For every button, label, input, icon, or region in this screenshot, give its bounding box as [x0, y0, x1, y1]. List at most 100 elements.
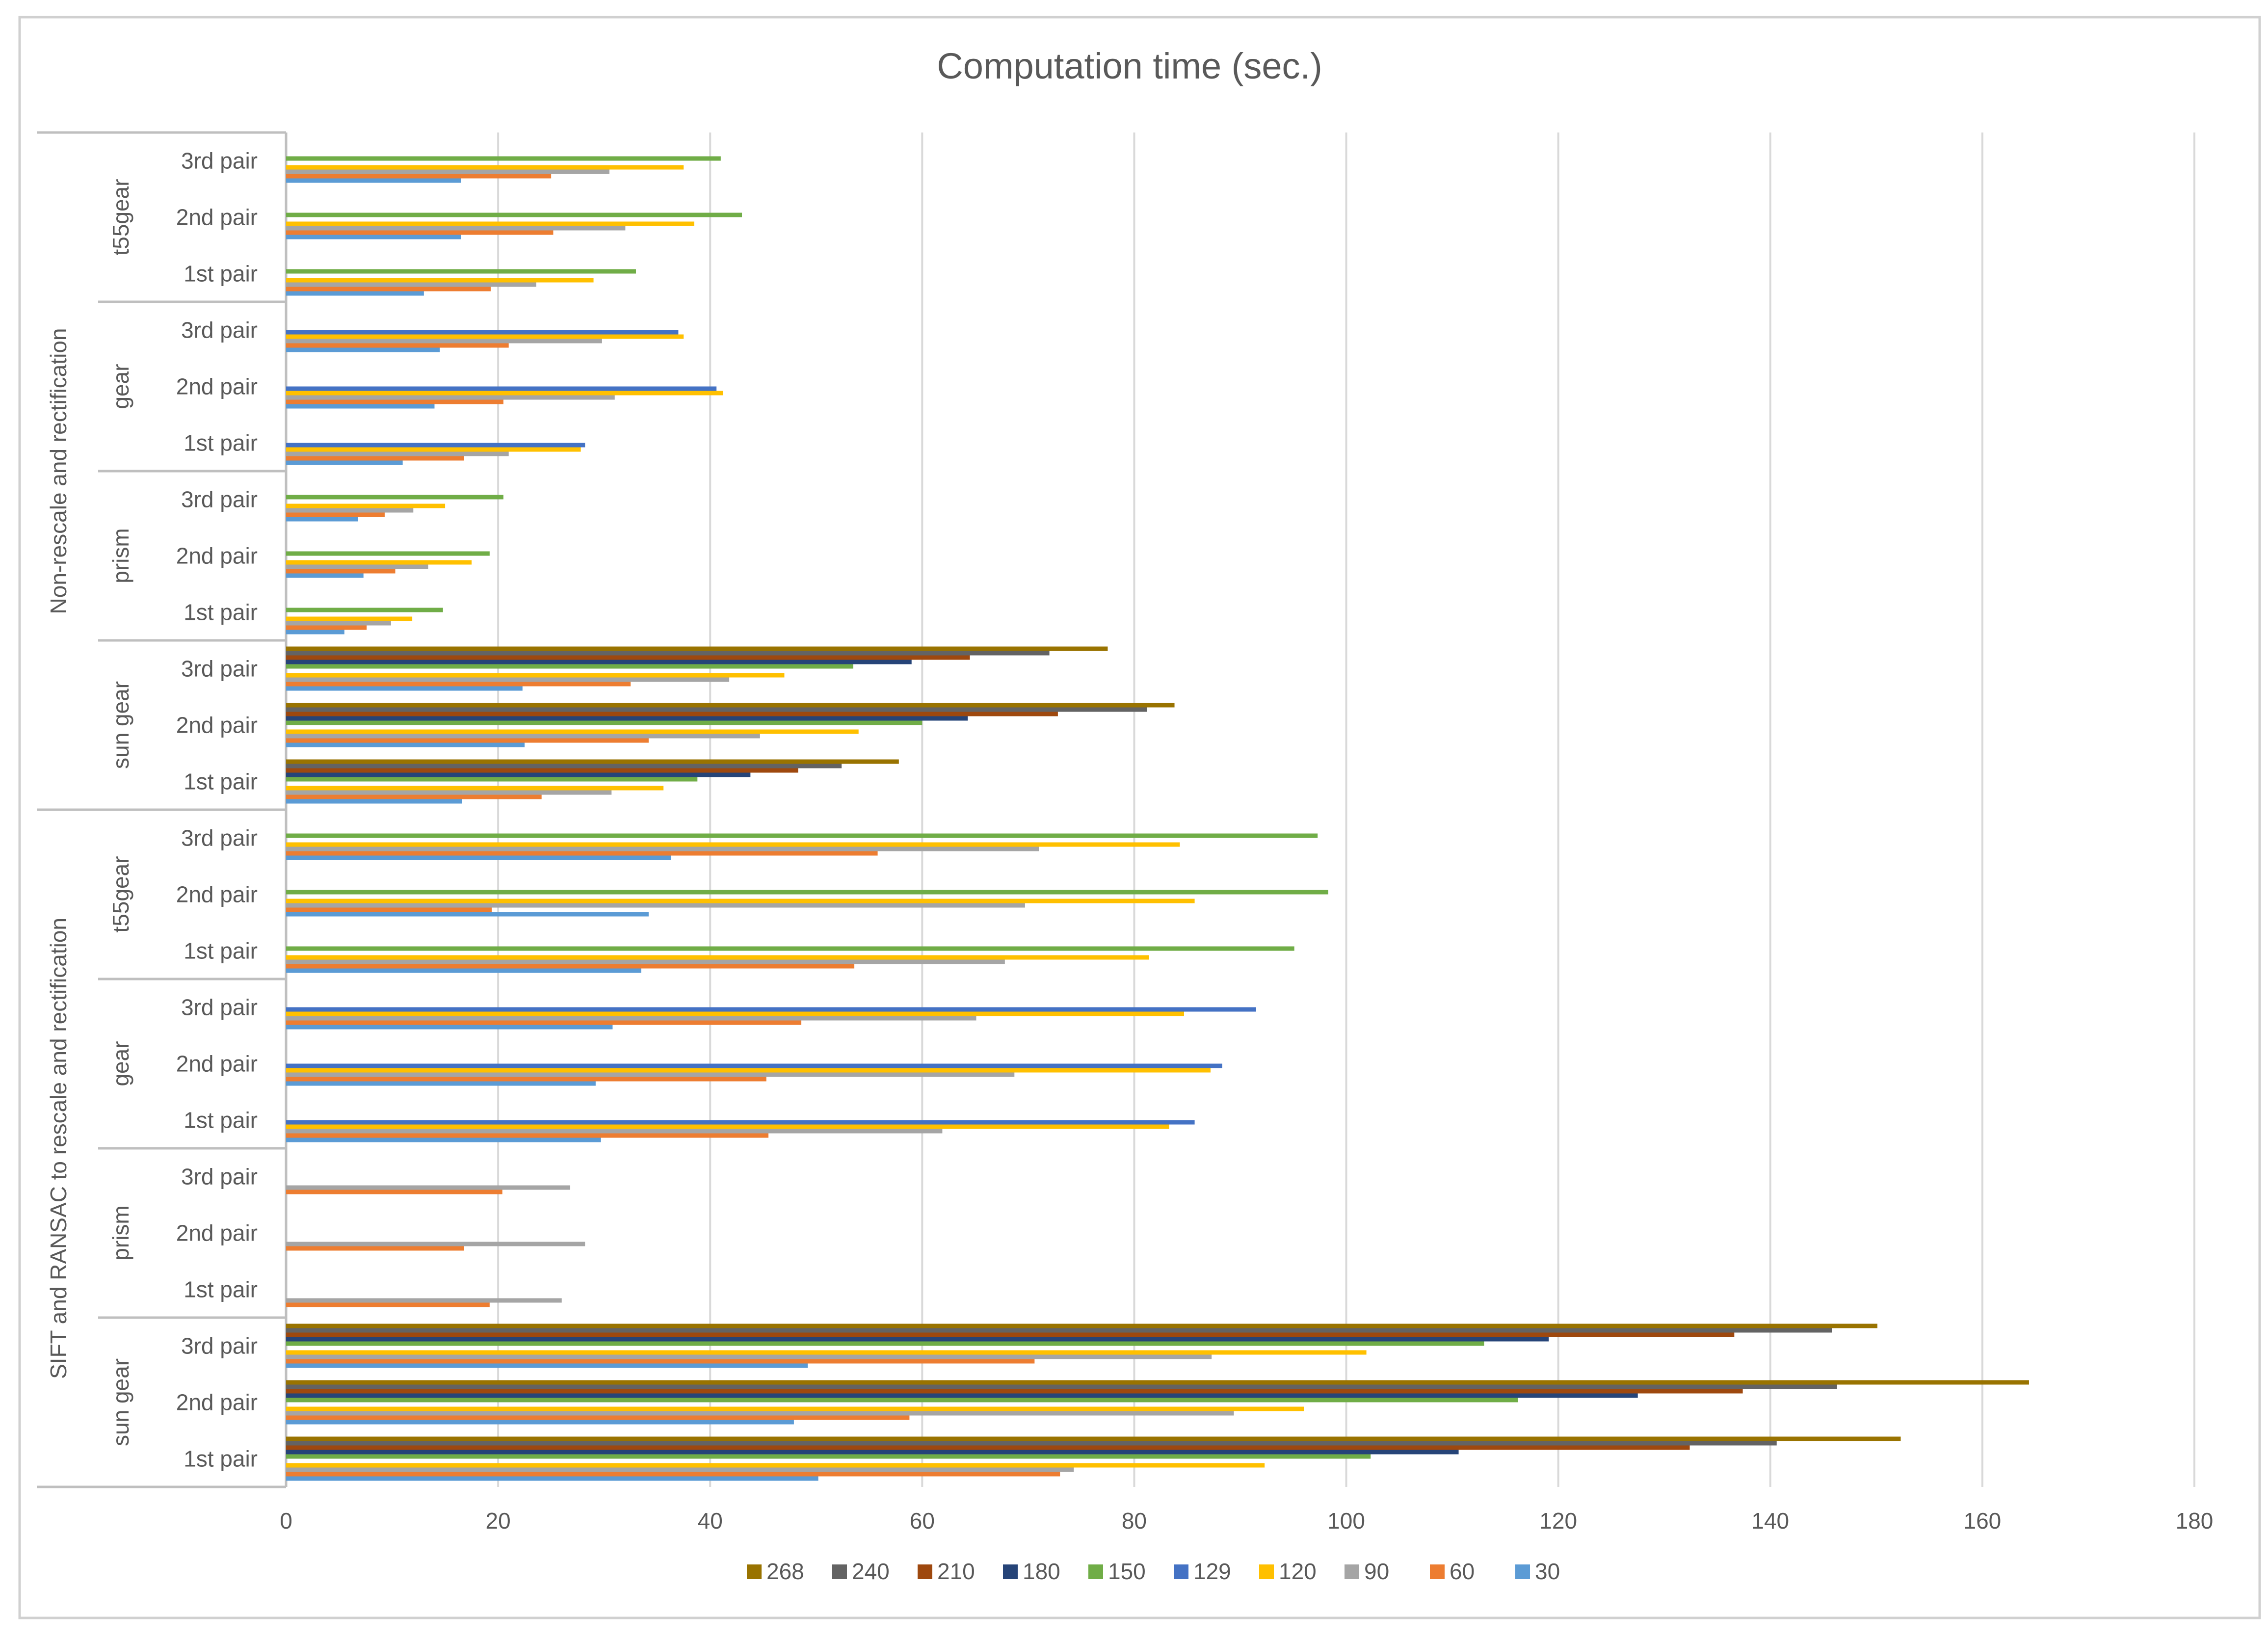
bar-g0-sun-gear-3rd-pair-s240	[286, 651, 1050, 656]
bar-g0-gear-1st-pair-s60	[286, 456, 464, 461]
bar-g0-sun-gear-1st-pair-s210	[286, 768, 798, 773]
bar-g1-sun-gear-2nd-pair-s60	[286, 1415, 910, 1420]
bar-g0-gear-2nd-pair-s60	[286, 399, 503, 404]
x-tick-label-100: 100	[1327, 1508, 1365, 1534]
bar-g0-prism-2nd-pair-s150	[286, 551, 490, 556]
bar-g1-gear-1st-pair-s129	[286, 1120, 1195, 1125]
bar-g0-sun-gear-2nd-pair-s150	[286, 720, 923, 725]
pair-label-sift-and-ran-sun-gear-2nd-pair: 2nd pair	[176, 1390, 258, 1415]
bar-g1-t55gear-1st-pair-s120	[286, 955, 1149, 960]
legend-swatch-268	[747, 1564, 762, 1579]
pair-label-non-rescale--t55gear-1st-pair: 1st pair	[184, 261, 258, 287]
pair-label-non-rescale--sun-gear-3rd-pair: 3rd pair	[181, 656, 258, 682]
object-label-t55gear: t55gear	[108, 856, 133, 932]
pair-label-sift-and-ran-gear-1st-pair: 1st pair	[184, 1108, 258, 1133]
x-tick-label-40: 40	[698, 1508, 723, 1534]
bar-g0-prism-3rd-pair-s150	[286, 495, 503, 500]
pair-label-sift-and-ran-prism-2nd-pair: 2nd pair	[176, 1220, 258, 1246]
bar-g1-gear-1st-pair-s120	[286, 1124, 1169, 1129]
legend-label-268: 268	[766, 1559, 804, 1584]
bar-g1-t55gear-2nd-pair-s150	[286, 890, 1328, 895]
bar-g0-gear-3rd-pair-s60	[286, 343, 509, 348]
bar-g0-gear-1st-pair-s120	[286, 447, 581, 452]
bar-g0-prism-1st-pair-s150	[286, 608, 443, 612]
bar-g0-gear-3rd-pair-s90	[286, 339, 602, 344]
group-label-0: Non-rescale and rectification	[46, 328, 71, 614]
bar-g0-sun-gear-2nd-pair-s180	[286, 716, 968, 721]
bar-g0-prism-3rd-pair-s30	[286, 517, 358, 522]
bar-g1-t55gear-1st-pair-s150	[286, 946, 1294, 951]
bar-g0-prism-3rd-pair-s90	[286, 508, 414, 513]
bar-g1-gear-1st-pair-s30	[286, 1138, 601, 1142]
bar-g0-t55gear-2nd-pair-s150	[286, 212, 742, 217]
bar-g1-sun-gear-1st-pair-s60	[286, 1472, 1060, 1477]
bar-g0-gear-1st-pair-s90	[286, 451, 509, 456]
legend-label-90: 90	[1364, 1559, 1389, 1584]
bar-g0-t55gear-2nd-pair-s90	[286, 226, 626, 231]
bar-g1-t55gear-3rd-pair-s120	[286, 842, 1180, 847]
pair-label-non-rescale--gear-3rd-pair: 3rd pair	[181, 318, 258, 343]
bar-g0-gear-2nd-pair-s120	[286, 391, 723, 396]
legend-swatch-120	[1259, 1564, 1274, 1579]
bar-g1-gear-2nd-pair-s120	[286, 1068, 1211, 1073]
bar-g1-gear-1st-pair-s60	[286, 1133, 769, 1138]
bar-g1-t55gear-2nd-pair-s30	[286, 912, 649, 917]
bar-g0-t55gear-2nd-pair-s30	[286, 235, 461, 239]
bar-g0-sun-gear-1st-pair-s90	[286, 790, 612, 795]
bar-g0-t55gear-3rd-pair-s150	[286, 156, 721, 161]
bar-g0-gear-2nd-pair-s129	[286, 386, 717, 391]
bar-g1-t55gear-3rd-pair-s90	[286, 847, 1039, 851]
bar-g0-prism-2nd-pair-s60	[286, 569, 396, 574]
bar-g0-t55gear-1st-pair-s90	[286, 282, 536, 287]
pair-label-sift-and-ran-t55gear-1st-pair: 1st pair	[184, 938, 258, 964]
bar-g0-sun-gear-3rd-pair-s120	[286, 673, 785, 678]
pair-label-sift-and-ran-gear-2nd-pair: 2nd pair	[176, 1051, 258, 1077]
pair-label-sift-and-ran-t55gear-2nd-pair: 2nd pair	[176, 882, 258, 907]
bar-g0-sun-gear-1st-pair-s120	[286, 786, 664, 791]
object-label-sun-gear: sun gear	[108, 681, 133, 769]
bar-g0-t55gear-3rd-pair-s90	[286, 169, 609, 174]
legend-label-60: 60	[1450, 1559, 1475, 1584]
legend-swatch-90	[1345, 1564, 1359, 1579]
bar-g1-gear-2nd-pair-s90	[286, 1072, 1015, 1077]
bar-g0-t55gear-1st-pair-s120	[286, 278, 594, 283]
bar-g1-t55gear-2nd-pair-s60	[286, 907, 492, 912]
pair-label-sift-and-ran-sun-gear-1st-pair: 1st pair	[184, 1446, 258, 1472]
bar-g1-sun-gear-2nd-pair-s268	[286, 1380, 2029, 1385]
gridlines	[497, 132, 2195, 1487]
bar-g0-prism-1st-pair-s90	[286, 621, 391, 626]
bar-g0-sun-gear-2nd-pair-s30	[286, 742, 525, 747]
bar-g1-t55gear-3rd-pair-s30	[286, 855, 671, 860]
bar-g1-t55gear-3rd-pair-s150	[286, 833, 1318, 838]
bar-g1-prism-2nd-pair-s60	[286, 1246, 464, 1251]
bar-g0-sun-gear-1st-pair-s180	[286, 772, 751, 777]
bar-g1-sun-gear-1st-pair-s180	[286, 1450, 1459, 1455]
bar-g0-t55gear-1st-pair-s60	[286, 287, 491, 291]
bar-g0-prism-3rd-pair-s120	[286, 503, 446, 508]
bar-g1-sun-gear-1st-pair-s120	[286, 1463, 1265, 1468]
bar-g1-sun-gear-3rd-pair-s60	[286, 1359, 1035, 1364]
bar-g1-t55gear-3rd-pair-s60	[286, 851, 878, 856]
group-label-1: SIFT and RANSAC to rescale and rectifica…	[46, 918, 71, 1379]
pair-label-sift-and-ran-sun-gear-3rd-pair: 3rd pair	[181, 1333, 258, 1359]
bar-g1-prism-1st-pair-s60	[286, 1302, 490, 1307]
bar-g0-sun-gear-2nd-pair-s240	[286, 707, 1147, 712]
category-labels: 3rd pair 2nd pair 1st pair t55gear 3rd pair 2…	[46, 148, 258, 1472]
object-label-prism: prism	[108, 528, 133, 583]
bar-g1-sun-gear-3rd-pair-s240	[286, 1328, 1832, 1333]
bar-g0-t55gear-1st-pair-s150	[286, 269, 636, 274]
bar-g0-gear-1st-pair-s129	[286, 443, 585, 448]
bar-g0-sun-gear-2nd-pair-s210	[286, 712, 1058, 716]
pair-label-non-rescale--t55gear-2nd-pair: 2nd pair	[176, 205, 258, 230]
bar-g1-t55gear-1st-pair-s30	[286, 968, 641, 973]
bar-g1-sun-gear-3rd-pair-s120	[286, 1350, 1367, 1355]
bar-g0-t55gear-3rd-pair-s30	[286, 178, 461, 183]
legend-swatch-150	[1088, 1564, 1103, 1579]
bar-g0-sun-gear-1st-pair-s60	[286, 794, 542, 799]
bar-g1-sun-gear-1st-pair-s30	[286, 1476, 818, 1481]
bar-g0-t55gear-3rd-pair-s60	[286, 174, 552, 179]
x-tick-label-180: 180	[2176, 1508, 2214, 1534]
chart-frame	[18, 16, 2261, 1619]
bar-g1-sun-gear-2nd-pair-s120	[286, 1406, 1304, 1411]
bar-g0-prism-3rd-pair-s60	[286, 512, 385, 517]
